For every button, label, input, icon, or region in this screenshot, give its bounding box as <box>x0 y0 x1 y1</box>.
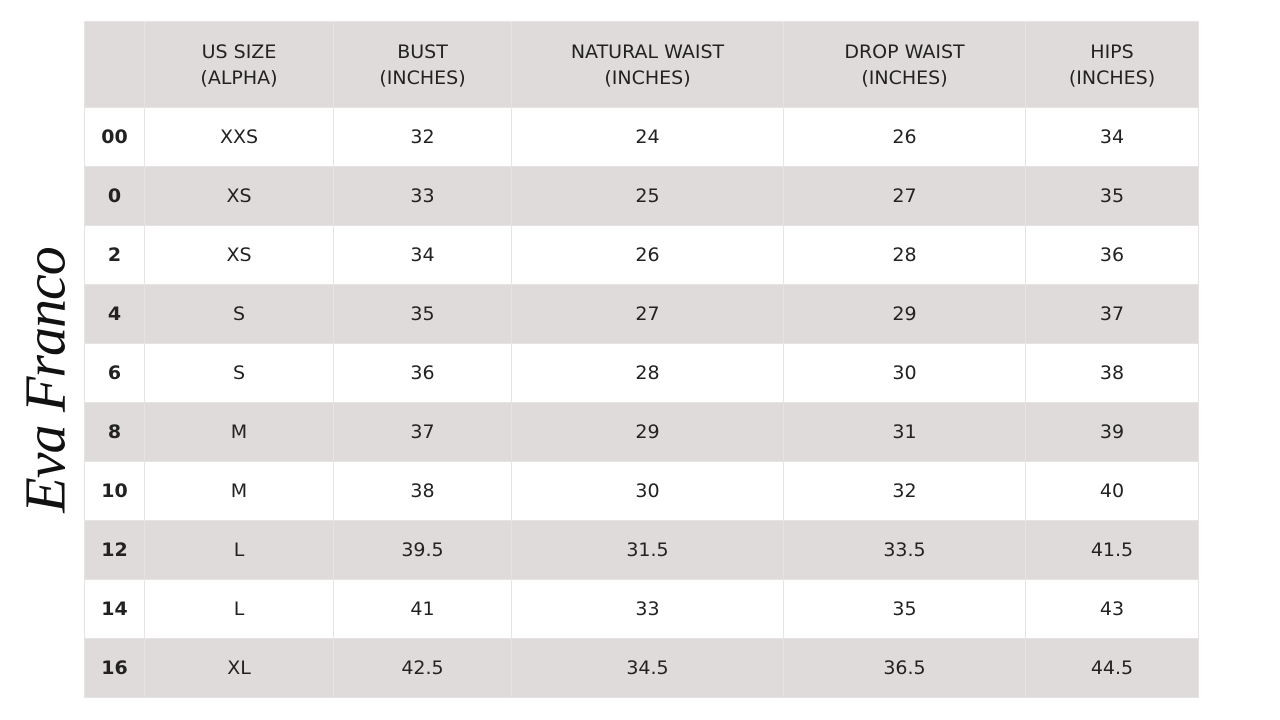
value-cell: 36.5 <box>783 638 1026 698</box>
header-text: HIPS <box>1090 40 1134 63</box>
value-cell: 41.5 <box>1025 520 1199 580</box>
value-cell: 44.5 <box>1025 638 1199 698</box>
table-row: 0 XS 33 25 27 35 <box>84 166 1199 226</box>
value-cell: 43 <box>1025 579 1199 639</box>
value-cell: 30 <box>783 343 1026 403</box>
size-cell: 4 <box>84 284 145 344</box>
value-cell: 39.5 <box>333 520 512 580</box>
table-row: 4 S 35 27 29 37 <box>84 284 1199 344</box>
value-cell: 34 <box>1025 107 1199 167</box>
table-row: 12 L 39.5 31.5 33.5 41.5 <box>84 520 1199 580</box>
value-cell: L <box>144 579 334 639</box>
value-cell: 31.5 <box>511 520 784 580</box>
size-cell: 14 <box>84 579 145 639</box>
header-text: DROP WAIST <box>844 40 965 63</box>
header-text: (INCHES) <box>861 66 948 89</box>
value-cell: 37 <box>1025 284 1199 344</box>
value-cell: 35 <box>783 579 1026 639</box>
size-table: US SIZE (ALPHA) BUST (INCHES) NATURAL WAIST (… <box>84 21 1199 698</box>
table-row: 8 M 37 29 31 39 <box>84 402 1199 462</box>
header-row: US SIZE (ALPHA) BUST (INCHES) NATURAL WAIST (… <box>84 21 1199 108</box>
value-cell: 36 <box>1025 225 1199 285</box>
table-row: 00 XXS 32 24 26 34 <box>84 107 1199 167</box>
size-cell: 6 <box>84 343 145 403</box>
value-cell: 33 <box>333 166 512 226</box>
value-cell: M <box>144 461 334 521</box>
value-cell: 41 <box>333 579 512 639</box>
header-text: (ALPHA) <box>200 66 278 89</box>
header-text: (INCHES) <box>1068 66 1156 89</box>
size-cell: 8 <box>84 402 145 462</box>
value-cell: 31 <box>783 402 1026 462</box>
value-cell: 37 <box>333 402 512 462</box>
value-cell: 28 <box>783 225 1026 285</box>
value-cell: 27 <box>511 284 784 344</box>
header-cell: BUST (INCHES) <box>333 21 512 108</box>
table-row: 16 XL 42.5 34.5 36.5 44.5 <box>84 638 1199 698</box>
brand-signature: Eva Franco <box>12 247 78 513</box>
value-cell: 33 <box>511 579 784 639</box>
value-cell: 34.5 <box>511 638 784 698</box>
header-cell: HIPS (INCHES) <box>1025 21 1199 108</box>
header-cell: NATURAL WAIST (INCHES) <box>511 21 784 108</box>
value-cell: 26 <box>511 225 784 285</box>
value-cell: 42.5 <box>333 638 512 698</box>
value-cell: 34 <box>333 225 512 285</box>
header-text: US SIZE <box>201 40 277 63</box>
table-row: 14 L 41 33 35 43 <box>84 579 1199 639</box>
size-cell: 00 <box>84 107 145 167</box>
value-cell: 39 <box>1025 402 1199 462</box>
value-cell: 27 <box>783 166 1026 226</box>
header-text: BUST <box>397 40 448 63</box>
value-cell: XS <box>144 166 334 226</box>
value-cell: 25 <box>511 166 784 226</box>
value-cell: 40 <box>1025 461 1199 521</box>
value-cell: 29 <box>511 402 784 462</box>
value-cell: XS <box>144 225 334 285</box>
size-cell: 0 <box>84 166 145 226</box>
value-cell: 32 <box>333 107 512 167</box>
table-row: 6 S 36 28 30 38 <box>84 343 1199 403</box>
value-cell: 38 <box>1025 343 1199 403</box>
value-cell: 32 <box>783 461 1026 521</box>
header-cell: US SIZE (ALPHA) <box>144 21 334 108</box>
value-cell: 35 <box>1025 166 1199 226</box>
header-text: (INCHES) <box>604 66 691 89</box>
table-row: 2 XS 34 26 28 36 <box>84 225 1199 285</box>
table-row: 10 M 38 30 32 40 <box>84 461 1199 521</box>
value-cell: L <box>144 520 334 580</box>
size-cell: 16 <box>84 638 145 698</box>
size-cell: 10 <box>84 461 145 521</box>
size-cell: 2 <box>84 225 145 285</box>
size-cell: 12 <box>84 520 145 580</box>
value-cell: 28 <box>511 343 784 403</box>
value-cell: 24 <box>511 107 784 167</box>
header-text: (INCHES) <box>379 66 466 89</box>
value-cell: 26 <box>783 107 1026 167</box>
value-cell: 29 <box>783 284 1026 344</box>
value-cell: S <box>144 343 334 403</box>
value-cell: XXS <box>144 107 334 167</box>
value-cell: 33.5 <box>783 520 1026 580</box>
value-cell: 35 <box>333 284 512 344</box>
header-cell: DROP WAIST (INCHES) <box>783 21 1026 108</box>
value-cell: 30 <box>511 461 784 521</box>
value-cell: 36 <box>333 343 512 403</box>
value-cell: M <box>144 402 334 462</box>
header-cell <box>84 21 145 108</box>
value-cell: S <box>144 284 334 344</box>
value-cell: 38 <box>333 461 512 521</box>
value-cell: XL <box>144 638 334 698</box>
header-text: NATURAL WAIST <box>570 40 725 63</box>
